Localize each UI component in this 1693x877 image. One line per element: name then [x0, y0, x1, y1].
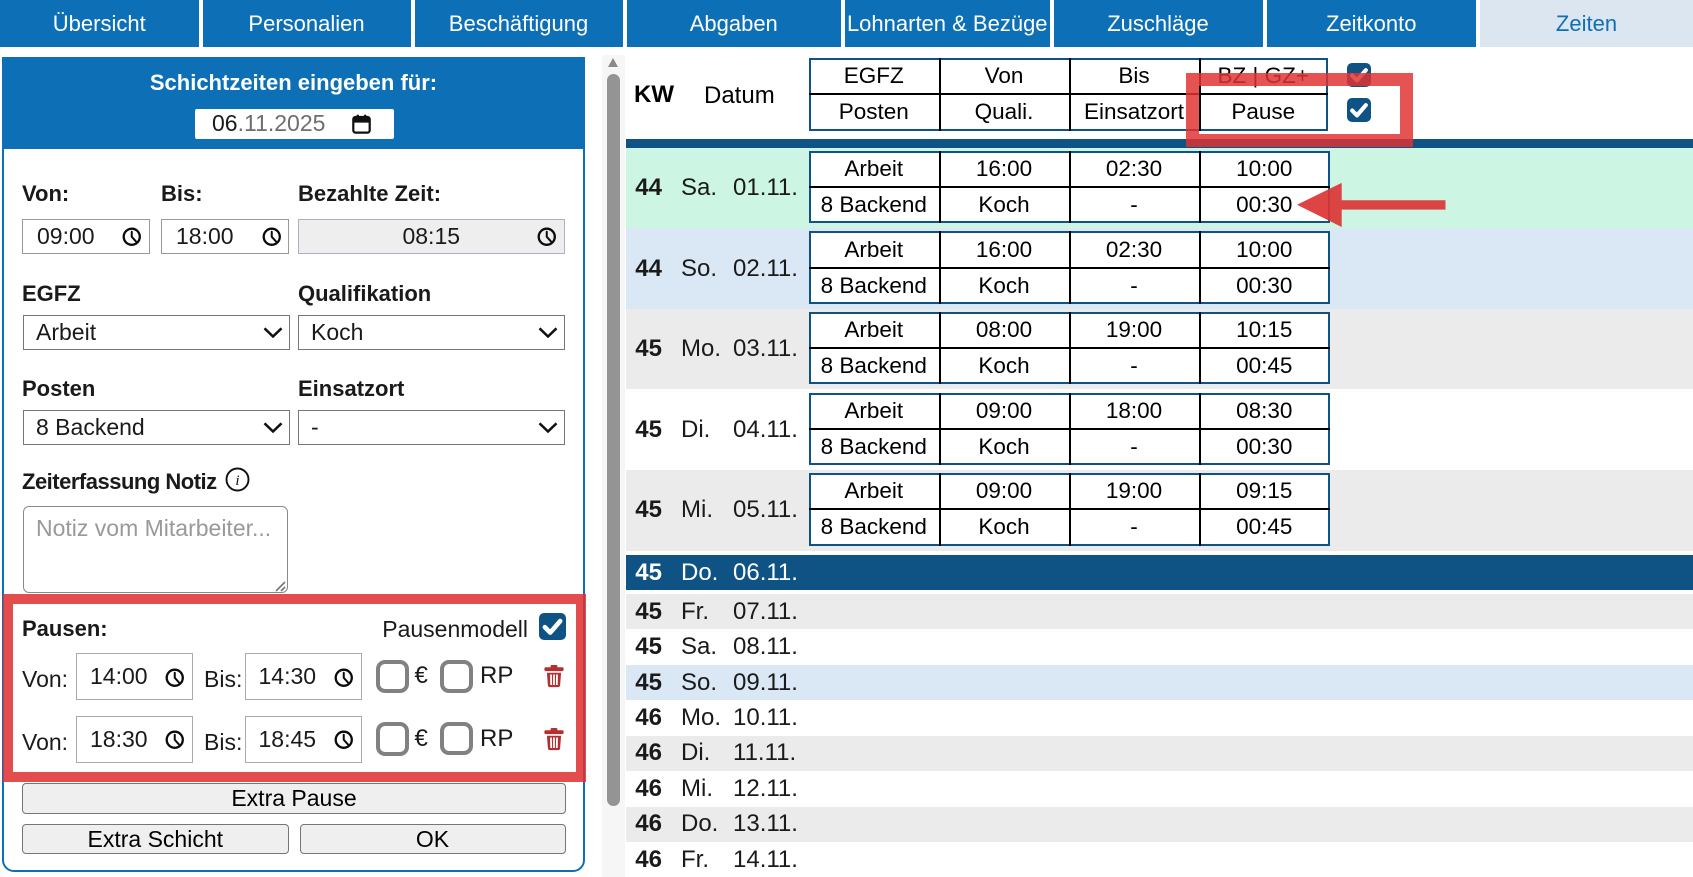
svg-text:i: i	[235, 473, 239, 489]
